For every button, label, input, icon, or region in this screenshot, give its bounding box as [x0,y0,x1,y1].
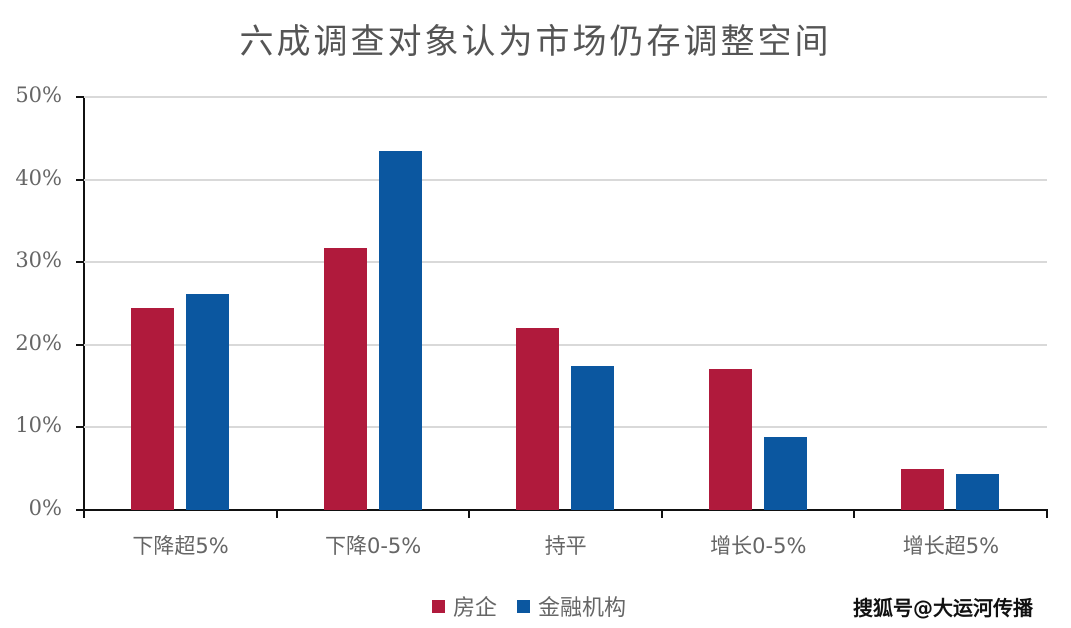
gridline [84,343,1047,346]
bar-financial-institutions [763,437,807,510]
y-tick-label: 50% [15,83,62,107]
y-axis [83,97,85,513]
x-category-label: 下降0-5% [324,534,422,558]
bar-financial-institutions [186,294,229,510]
bar-developers [901,468,945,510]
legend-swatch-icon [517,599,531,613]
x-tick-mark [853,510,856,518]
bar-financial-institutions [378,150,422,510]
gridline [84,426,1047,429]
legend-item-developers: 房企 [432,590,497,622]
gridline [84,178,1047,181]
gridline [84,96,1047,98]
y-tick-mark [76,509,84,511]
x-tick-mark [1046,510,1048,518]
chart-title: 六成调查对象认为市场仍存调整空间 [239,22,832,62]
x-tick-mark [660,510,663,518]
x-category-label: 增长0-5% [710,534,807,558]
x-category-label: 持平 [544,534,587,558]
gridline [84,261,1047,264]
y-tick-mark [76,96,84,98]
x-tick-mark [275,510,278,518]
legend: 房企 金融机构 [432,590,646,622]
bar-developers [131,308,174,510]
y-tick-label: 0% [28,496,62,520]
watermark: 搜狐号@大运河传播 [853,596,1033,620]
bar-financial-institutions [571,366,615,510]
y-tick-label: 30% [15,248,62,273]
bar-developers [708,368,752,510]
y-tick-mark [76,343,84,346]
legend-label: 房企 [453,596,498,621]
x-tick-mark [83,510,85,518]
y-tick-label: 40% [15,165,62,190]
x-category-label: 下降超5% [132,534,229,558]
x-axis [83,509,1048,511]
bar-developers [516,328,560,510]
x-category-label: 增长超5% [902,534,1000,558]
y-tick-mark [76,426,84,429]
y-tick-mark [76,178,84,181]
bar-financial-institutions [956,473,1000,510]
bar-developers [323,248,367,510]
legend-swatch-icon [432,599,445,613]
legend-label: 金融机构 [538,596,627,621]
legend-item-financial-institutions: 金融机构 [517,590,626,622]
y-tick-mark [76,261,84,264]
x-tick-mark [468,510,471,518]
y-tick-label: 20% [15,330,62,355]
y-tick-label: 10% [15,413,62,438]
